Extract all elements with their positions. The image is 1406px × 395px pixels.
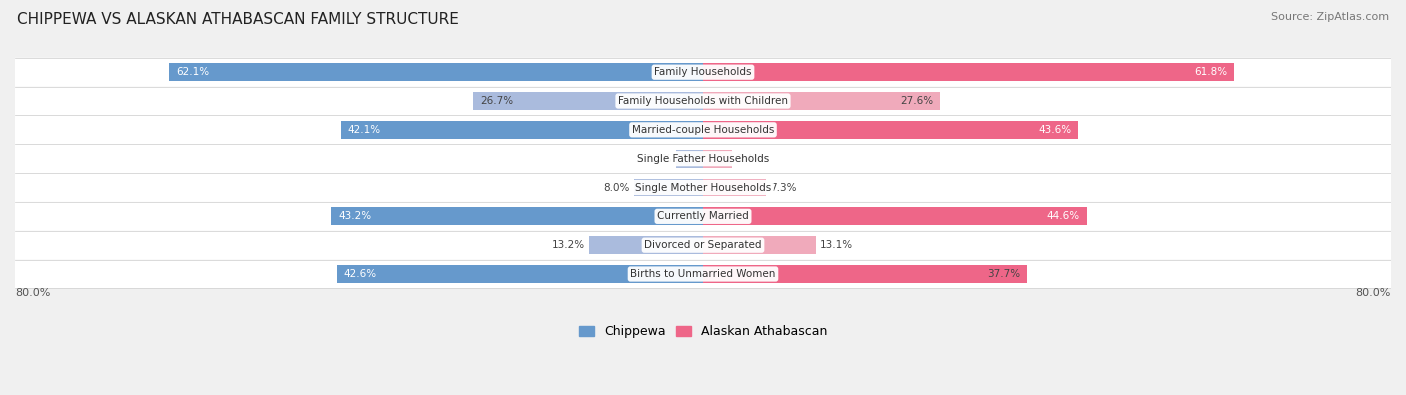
Text: Currently Married: Currently Married bbox=[657, 211, 749, 221]
Text: 43.2%: 43.2% bbox=[339, 211, 371, 221]
Bar bbox=[474, 92, 703, 110]
Text: 26.7%: 26.7% bbox=[481, 96, 513, 106]
Bar bbox=[703, 207, 1087, 225]
Text: Births to Unmarried Women: Births to Unmarried Women bbox=[630, 269, 776, 279]
Bar bbox=[703, 63, 1234, 81]
Text: Family Households with Children: Family Households with Children bbox=[619, 96, 787, 106]
Bar bbox=[703, 236, 815, 254]
Bar bbox=[703, 265, 1028, 283]
Text: 3.1%: 3.1% bbox=[645, 154, 672, 164]
Text: Divorced or Separated: Divorced or Separated bbox=[644, 240, 762, 250]
Text: 13.2%: 13.2% bbox=[553, 240, 585, 250]
FancyBboxPatch shape bbox=[0, 231, 1406, 260]
Text: 42.1%: 42.1% bbox=[347, 125, 381, 135]
Bar bbox=[703, 179, 766, 196]
Text: Single Father Households: Single Father Households bbox=[637, 154, 769, 164]
FancyBboxPatch shape bbox=[0, 260, 1406, 288]
FancyBboxPatch shape bbox=[0, 58, 1406, 87]
Legend: Chippewa, Alaskan Athabascan: Chippewa, Alaskan Athabascan bbox=[574, 320, 832, 343]
Bar bbox=[703, 150, 733, 167]
FancyBboxPatch shape bbox=[0, 115, 1406, 144]
Text: Single Mother Households: Single Mother Households bbox=[636, 182, 770, 192]
Text: 37.7%: 37.7% bbox=[987, 269, 1021, 279]
FancyBboxPatch shape bbox=[0, 144, 1406, 173]
Text: 42.6%: 42.6% bbox=[343, 269, 377, 279]
Bar bbox=[703, 92, 941, 110]
Text: 3.4%: 3.4% bbox=[737, 154, 763, 164]
Text: Source: ZipAtlas.com: Source: ZipAtlas.com bbox=[1271, 12, 1389, 22]
Text: 62.1%: 62.1% bbox=[176, 67, 209, 77]
Text: Married-couple Households: Married-couple Households bbox=[631, 125, 775, 135]
FancyBboxPatch shape bbox=[0, 87, 1406, 115]
Text: CHIPPEWA VS ALASKAN ATHABASCAN FAMILY STRUCTURE: CHIPPEWA VS ALASKAN ATHABASCAN FAMILY ST… bbox=[17, 12, 458, 27]
Text: 80.0%: 80.0% bbox=[15, 288, 51, 298]
Bar bbox=[676, 150, 703, 167]
Text: Family Households: Family Households bbox=[654, 67, 752, 77]
FancyBboxPatch shape bbox=[0, 202, 1406, 231]
Bar bbox=[332, 207, 703, 225]
Bar bbox=[336, 265, 703, 283]
Bar bbox=[634, 179, 703, 196]
Text: 13.1%: 13.1% bbox=[820, 240, 853, 250]
Text: 7.3%: 7.3% bbox=[770, 182, 797, 192]
Bar bbox=[340, 121, 703, 139]
Bar bbox=[703, 121, 1078, 139]
Text: 80.0%: 80.0% bbox=[1355, 288, 1391, 298]
Bar bbox=[589, 236, 703, 254]
Text: 61.8%: 61.8% bbox=[1195, 67, 1227, 77]
Text: 8.0%: 8.0% bbox=[603, 182, 630, 192]
Text: 27.6%: 27.6% bbox=[900, 96, 934, 106]
Bar bbox=[169, 63, 703, 81]
Text: 44.6%: 44.6% bbox=[1046, 211, 1080, 221]
FancyBboxPatch shape bbox=[0, 173, 1406, 202]
Text: 43.6%: 43.6% bbox=[1038, 125, 1071, 135]
